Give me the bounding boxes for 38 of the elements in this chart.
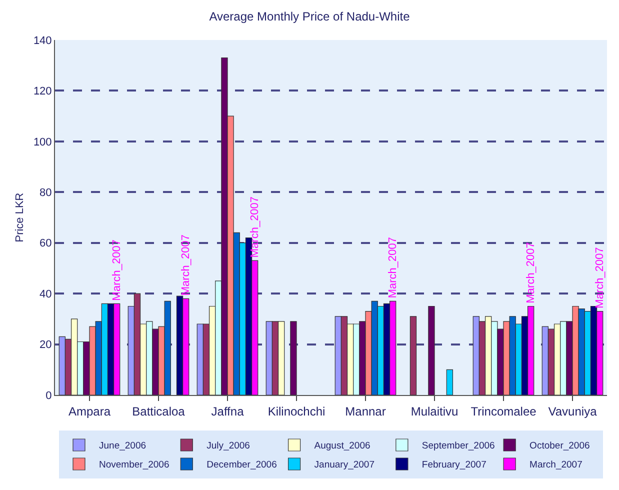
y-tick-label: 80 [40,186,52,199]
x-tick-label: Ampara [68,404,111,418]
y-tick-label: 140 [33,34,52,47]
x-tick-label: Batticaloa [132,404,186,418]
y-tick-label: 60 [40,238,52,250]
legend-label: November_2006 [99,460,170,471]
y-tick-label: 40 [40,288,52,300]
bar [410,316,417,395]
legend-label: September_2006 [422,440,495,452]
bar [428,306,435,395]
data-label: March_2007 [524,242,537,304]
y-tick-label: 100 [33,136,52,148]
x-tick-label: Vavuniya [548,404,598,418]
legend-label: October_2006 [530,440,590,452]
x-tick-label: Kilinochchi [268,404,326,418]
data-label: March_2007 [110,240,123,301]
legend-label: June_2006 [99,440,146,452]
x-tick-label: Mannar [345,404,386,418]
y-tick-label: 120 [33,86,52,98]
y-tick-label: 20 [40,339,52,352]
legend-label: August_2006 [314,440,370,452]
data-label: March_2007 [248,196,261,258]
x-tick-label: Jaffna [211,404,244,418]
data-label: March_2007 [180,234,192,296]
y-axis-title: Price LKR [14,192,26,242]
legend-label: July_2006 [206,440,250,452]
y-tick-label: 0 [46,390,52,402]
x-tick-label: Mulaitivu [410,404,458,418]
chart-title: Average Monthly Price of Nadu-White [209,10,410,24]
data-label: March_2007 [386,237,399,298]
bar [446,369,454,395]
legend-label: December_2006 [206,460,277,471]
data-label: March_2007 [594,247,606,308]
legend-label: March_2007 [530,460,582,471]
x-tick-label: Trincomalee [470,404,537,418]
legend-label: February_2007 [422,460,486,471]
legend-label: January_2007 [314,460,374,471]
bar [290,321,297,395]
